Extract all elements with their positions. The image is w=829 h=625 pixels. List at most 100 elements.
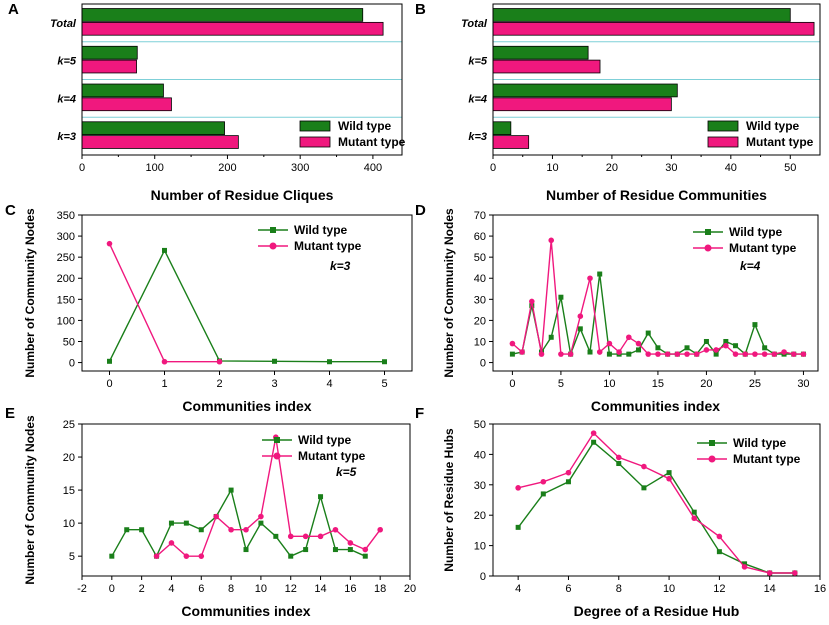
data-point-mutant [713,347,719,353]
x-tick-label: 14 [314,583,326,595]
x-tick-label: 10 [603,378,615,390]
x-tick-label: 12 [285,583,297,595]
data-point-wild [515,524,521,530]
data-point-wild [162,247,167,253]
data-point-mutant [243,526,249,533]
plot-frame [492,423,821,577]
data-point-mutant [792,570,798,576]
data-point-mutant [577,313,584,319]
x-tick-label: 300 [291,162,309,174]
legend-marker-wild [709,440,715,446]
x-tick-label: 100 [146,162,164,174]
series-line-wild [108,248,385,363]
x-tick-label: 5 [381,378,387,390]
y-axis-label: Number of Community Nodes [442,208,456,378]
data-point-mutant [287,533,294,540]
data-point-wild [382,359,387,365]
data-point-wild [703,338,709,344]
data-point-mutant [590,430,597,436]
data-point-wild [273,533,279,539]
data-point-mutant [616,349,622,355]
data-point-mutant [548,237,555,244]
legend-label-mutant: Mutant type [298,449,366,463]
y-tick-label: 70 [474,210,486,222]
data-point-mutant [529,298,535,305]
data-point-wild [645,330,651,336]
bar-wild [81,8,364,22]
x-axis-label: Number of Residue Communities [546,187,767,203]
data-point-wild [303,547,309,553]
x-tick-label: 6 [198,583,204,595]
data-point-mutant [596,349,603,355]
data-point-mutant [635,340,642,347]
y-tick-label: 40 [474,273,486,285]
bar-wild [492,45,589,60]
panel-label: C [5,202,16,219]
y-axis-label: Number of Community Nodes [23,208,37,378]
legend-marker-mutant [269,242,277,250]
data-point-mutant [538,351,545,357]
series-line-wild [111,488,366,558]
y-tick-label: 50 [474,252,486,264]
data-point-mutant [655,351,661,357]
legend-marker-mutant [704,244,712,252]
y-tick-label: 40 [474,449,486,461]
y-tick-label: 100 [57,315,75,327]
bar-wild [81,83,164,98]
x-tick-label: 10 [546,162,558,174]
x-tick-label: 2 [216,378,222,390]
data-point-mutant [216,358,223,365]
x-tick-label: 400 [364,162,382,174]
x-tick-label: 16 [344,583,356,595]
legend-marker-wild [705,229,711,235]
x-tick-label: 14 [764,583,776,595]
data-point-mutant [565,469,572,476]
legend-marker-wild [274,437,280,443]
data-point-wild [597,271,603,277]
data-point-wild [591,439,597,445]
data-point-wild [752,322,758,328]
data-point-wild [742,561,748,567]
data-point-mutant [567,351,574,357]
plot-frame [492,3,821,156]
category-label: k=3 [57,131,76,143]
category-label: k=4 [57,93,76,105]
x-tick-label: 4 [168,583,174,595]
data-point-mutant [153,553,160,559]
data-point-wild [684,345,690,351]
x-tick-label: -2 [77,583,87,595]
data-point-mutant [693,351,700,357]
plot-frame [492,214,819,372]
data-point-wild [626,351,632,357]
category-label: k=5 [468,56,488,68]
data-point-wild [548,334,554,340]
data-point-mutant [587,275,593,282]
y-tick-label: 0 [480,571,486,583]
x-tick-label: 10 [663,583,675,595]
data-point-mutant [106,240,113,247]
x-tick-label: 200 [218,162,236,174]
k-annotation: k=4 [740,259,761,273]
data-point-mutant [558,351,564,357]
data-point-mutant [213,513,219,520]
x-tick-label: 5 [558,378,564,390]
legend-label-wild: Wild type [338,119,392,133]
data-point-wild [107,358,112,364]
data-point-mutant [790,351,797,357]
x-tick-label: 2 [139,583,145,595]
data-point-wild [529,303,535,309]
x-axis-label: Communities index [591,398,720,414]
bar-mutant [492,21,815,36]
legend-label-mutant: Mutant type [729,241,797,255]
series-line-mutant [518,432,795,574]
y-tick-label: 50 [474,419,486,431]
data-point-mutant [781,349,787,355]
data-point-wild [228,487,234,493]
plot-frame [81,423,411,577]
category-label: k=3 [468,131,487,143]
data-point-wild [243,547,249,553]
legend-marker-wild [270,227,276,233]
data-point-mutant [674,351,681,357]
data-point-mutant [800,351,807,357]
